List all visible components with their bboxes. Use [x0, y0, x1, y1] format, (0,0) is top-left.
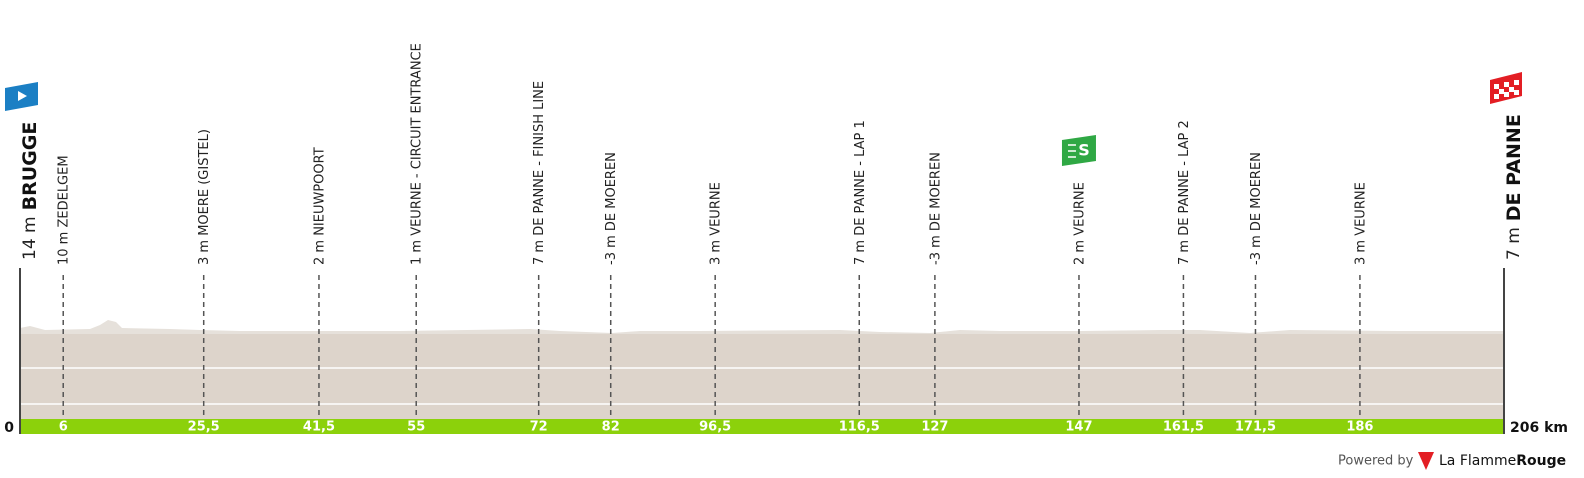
- waypoint-label: -3 m DE MOEREN: [1249, 152, 1264, 265]
- km-label: 171,5: [1235, 420, 1276, 435]
- waypoint-label: 3 m VEURNE: [1353, 182, 1368, 265]
- sprint-lines: [1067, 144, 1076, 158]
- finish-flag: [1490, 72, 1522, 104]
- km-label: 25,5: [188, 420, 220, 435]
- km-label: 186: [1346, 420, 1373, 435]
- km-label: 116,5: [839, 420, 880, 435]
- waypoint-label: 2 m NIEUWPOORT: [312, 147, 327, 265]
- km-label: 147: [1065, 420, 1092, 435]
- x-tick-label: 206 km: [1510, 420, 1568, 436]
- powered-by: Powered by: [1338, 454, 1414, 469]
- km-label: 41,5: [303, 420, 335, 435]
- km-label: 161,5: [1163, 420, 1204, 435]
- km-label: 55: [407, 420, 425, 435]
- waypoint-label: 7 m DE PANNE - LAP 2: [1177, 120, 1192, 265]
- waypoint-label: 3 m VEURNE: [709, 182, 724, 265]
- start-altitude: 14 m: [20, 216, 40, 260]
- finish-name: DE PANNE: [1503, 114, 1525, 221]
- logo-icon: [1418, 452, 1434, 470]
- x-tick-label: 0: [4, 420, 14, 436]
- km-label: 127: [921, 420, 948, 435]
- waypoint-label: 3 m MOERE (GISTEL): [197, 129, 212, 265]
- start-label: 14 m BRUGGE: [19, 122, 41, 260]
- elevation-band: [20, 334, 1504, 419]
- waypoint-label: -3 m DE MOEREN: [604, 152, 619, 265]
- start-name: BRUGGE: [19, 122, 41, 211]
- waypoint-label: 1 m VEURNE - CIRCUIT ENTRANCE: [410, 43, 425, 265]
- waypoint-label: -3 m DE MOEREN: [928, 152, 943, 265]
- brand-name-bold: Rouge: [1516, 453, 1566, 469]
- brand: La FlammeRouge: [1439, 453, 1566, 469]
- sprint-letter: S: [1078, 141, 1090, 160]
- km-label: 82: [602, 420, 620, 435]
- start-flag: [5, 82, 38, 111]
- waypoint-label: 2 m VEURNE: [1072, 182, 1087, 265]
- distance-bar: [20, 419, 1504, 434]
- waypoint-label: 7 m DE PANNE - FINISH LINE: [532, 81, 547, 265]
- brand-name: La Flamme: [1439, 453, 1516, 469]
- km-label: 6: [59, 420, 68, 435]
- sprint-icon: [1061, 135, 1096, 166]
- km-label: 96,5: [699, 420, 731, 435]
- waypoint-label: 10 m ZEDELGEM: [57, 155, 72, 265]
- finish-altitude: 7 m: [1504, 227, 1524, 260]
- km-label: 72: [530, 420, 548, 435]
- waypoint-label: 7 m DE PANNE - LAP 1: [853, 120, 868, 265]
- finish-label: 7 m DE PANNE: [1503, 114, 1525, 260]
